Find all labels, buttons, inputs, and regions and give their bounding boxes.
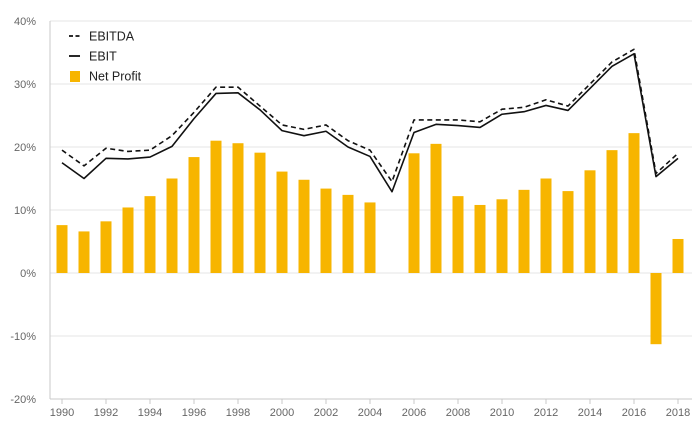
net-profit-bar xyxy=(320,188,332,273)
y-tick-label: 30% xyxy=(14,79,36,91)
net-profit-bar xyxy=(166,178,178,273)
net-profit-bar xyxy=(474,204,486,273)
net-profit-bar xyxy=(672,238,684,273)
ebitda-line xyxy=(61,48,679,183)
net-profit-bar xyxy=(56,225,68,273)
legend-label-ebit: EBIT xyxy=(89,50,117,64)
axis-layer: 40% 30% 20% 10% 0% -10% -20% 1990 1992 1994 1996 19… xyxy=(10,16,690,419)
x-tick-label: 1998 xyxy=(226,407,250,419)
y-tick-label: -10% xyxy=(10,331,36,343)
x-tick-label: 2002 xyxy=(314,407,338,419)
x-tick-label: 2016 xyxy=(622,407,646,419)
net-profit-bar xyxy=(606,150,618,273)
net-profit-bar xyxy=(584,170,596,273)
x-tick-label: 2008 xyxy=(446,407,470,419)
net-profit-bar xyxy=(650,273,662,345)
legend-label-net-profit: Net Profit xyxy=(89,70,142,84)
net-profit-bar xyxy=(518,189,530,273)
net-profit-bar xyxy=(276,171,288,273)
y-tick-label: 10% xyxy=(14,205,36,217)
net-profit-bar xyxy=(100,221,112,273)
x-tick-label: 2000 xyxy=(270,407,294,419)
net-profit-bar xyxy=(540,178,552,273)
net-profit-bar xyxy=(408,153,420,273)
net-profit-bar xyxy=(628,133,640,273)
x-tick-label: 1990 xyxy=(50,407,74,419)
x-tick-label: 1996 xyxy=(182,407,206,419)
net-profit-bar xyxy=(144,196,156,273)
net-profit-bar xyxy=(78,231,90,273)
x-tick-label: 1994 xyxy=(138,407,162,419)
x-tick-label: 2010 xyxy=(490,407,514,419)
y-tick-label: 20% xyxy=(14,142,36,154)
net-profit-bar xyxy=(188,157,200,273)
x-tick-label: 1992 xyxy=(94,407,118,419)
net-profit-bar xyxy=(430,143,442,273)
legend-label-ebitda: EBITDA xyxy=(89,30,135,44)
net-profit-bar xyxy=(342,194,354,273)
x-tick-label: 2014 xyxy=(578,407,602,419)
net-profit-bar xyxy=(254,152,266,273)
x-tick-label: 2006 xyxy=(402,407,426,419)
net-profit-bars xyxy=(56,133,684,345)
net-profit-bar xyxy=(210,140,222,273)
net-profit-bar xyxy=(232,143,244,273)
legend: EBITDA EBIT Net Profit xyxy=(69,30,142,84)
x-tick-label: 2012 xyxy=(534,407,558,419)
net-profit-bar xyxy=(496,199,508,273)
y-tick-label: 0% xyxy=(20,268,36,280)
x-tick-label: 2018 xyxy=(666,407,690,419)
net-profit-bar xyxy=(298,179,310,273)
net-profit-bar xyxy=(452,196,464,273)
net-profit-bar xyxy=(562,191,574,273)
x-tick-label: 2004 xyxy=(358,407,382,419)
net-profit-bar xyxy=(364,202,376,273)
ebit-line xyxy=(61,52,679,193)
net-profit-bar xyxy=(122,207,134,273)
legend-swatch-net-profit xyxy=(70,71,80,82)
line-series-layer xyxy=(61,48,679,193)
y-tick-label: 40% xyxy=(14,16,36,28)
y-tick-label: -20% xyxy=(10,394,36,406)
